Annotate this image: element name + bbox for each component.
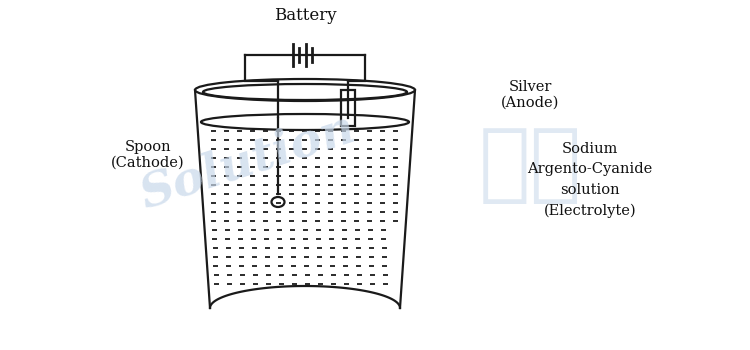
Text: Solution: Solution: [134, 106, 362, 218]
Text: Spoon
(Cathode): Spoon (Cathode): [111, 140, 184, 170]
Text: Battery: Battery: [274, 7, 336, 25]
Text: Sodium
Argento-Cyanide
solution
(Electrolyte): Sodium Argento-Cyanide solution (Electro…: [527, 142, 652, 218]
Text: गन: गन: [478, 124, 582, 206]
Bar: [341, 90, 355, 126]
Text: Silver
(Anode): Silver (Anode): [501, 80, 560, 110]
